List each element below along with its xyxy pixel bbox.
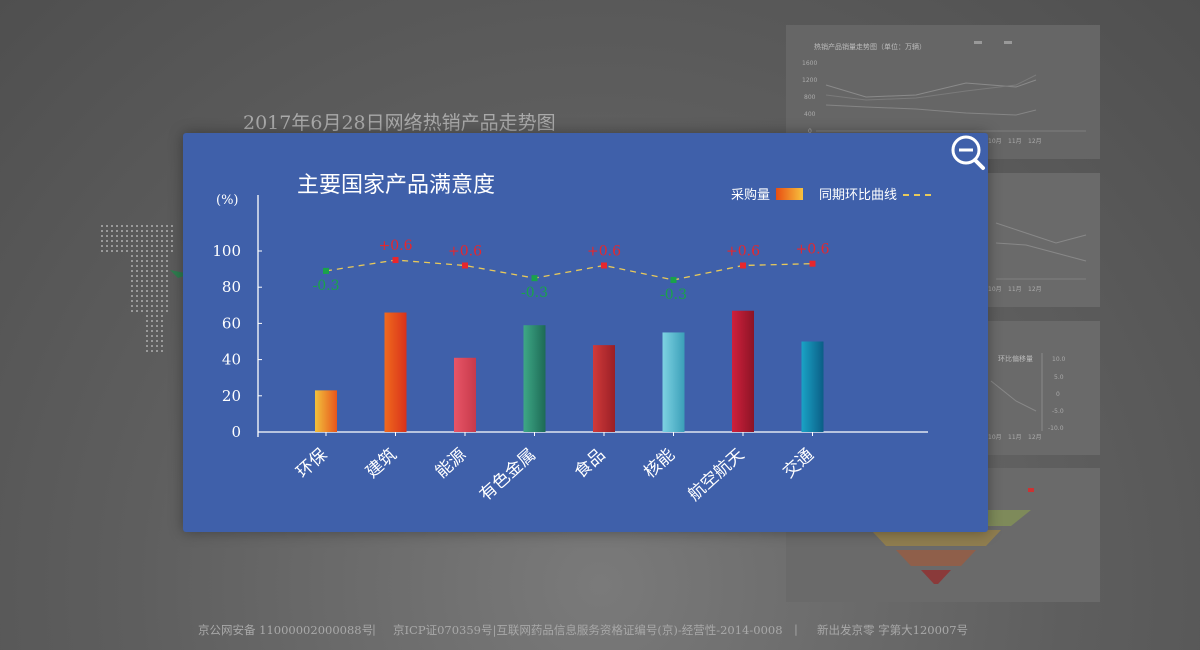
- line-data-label: -0.3: [660, 287, 687, 303]
- svg-text:11月: 11月: [1008, 138, 1022, 145]
- line-point[interactable]: [809, 260, 816, 267]
- y-tick-label: 0: [231, 423, 241, 441]
- y-tick-label: 80: [222, 278, 241, 296]
- zoom-out-icon[interactable]: [948, 133, 988, 171]
- svg-text:10月: 10月: [988, 286, 1002, 293]
- line-data-label: +0.6: [587, 243, 621, 259]
- x-tick-label: 能源: [432, 445, 471, 483]
- line-point[interactable]: [670, 276, 677, 283]
- svg-text:11月: 11月: [1008, 286, 1022, 293]
- legend-line-label: 同期环比曲线: [819, 188, 898, 203]
- legend-bar: 采购量: [731, 184, 804, 203]
- footer-publish-license: 新出发京零 字第大120007号: [817, 623, 969, 637]
- y-tick-label: 20: [222, 387, 241, 405]
- line-point[interactable]: [531, 275, 538, 282]
- bar-能源[interactable]: [454, 357, 476, 432]
- svg-text:0: 0: [808, 128, 812, 135]
- x-tick-label: 交通: [779, 445, 818, 483]
- line-point[interactable]: [601, 262, 607, 269]
- bar-建筑[interactable]: [384, 312, 407, 432]
- line-data-label: +0.6: [796, 242, 830, 258]
- line-series-path: [325, 259, 813, 281]
- footer-police-record: 京公网安备 11000002000088号: [198, 623, 374, 637]
- legend-bar-label: 采购量: [731, 188, 771, 203]
- svg-text:5.0: 5.0: [1054, 374, 1064, 381]
- svg-text:1600: 1600: [802, 60, 817, 67]
- dot-map: [101, 225, 190, 352]
- legend-bar-swatch: [776, 187, 804, 200]
- line-point[interactable]: [323, 267, 329, 274]
- footer-separator: |: [372, 622, 376, 636]
- bar-食品[interactable]: [593, 345, 615, 432]
- svg-text:400: 400: [804, 111, 816, 118]
- background-page-title: 2017年6月28日网络热销产品走势图: [243, 112, 556, 134]
- svg-text:10月: 10月: [988, 434, 1002, 441]
- y-tick-label: 40: [222, 351, 241, 369]
- line-data-label: +0.6: [726, 243, 760, 259]
- legend-line: 同期环比曲线: [819, 184, 932, 203]
- x-tick-label: 航空航天: [684, 445, 748, 505]
- chart-modal: 主要国家产品满意度 (%) 采购量 同期环比曲线 0 20 40 60 80 100 环保…: [183, 133, 988, 532]
- bar-航空航天[interactable]: [732, 310, 754, 432]
- line-point[interactable]: [392, 257, 399, 264]
- bar-环保[interactable]: [315, 390, 337, 432]
- line-data-label: -0.3: [521, 285, 548, 301]
- y-tick-label: 60: [222, 314, 241, 332]
- chart-svg: 0 20 40 60 80 100 环保 建筑 能源 有色金属 食品 核能 航空航天 交通 -0.3 +0.…: [212, 195, 928, 505]
- svg-text:11月: 11月: [1008, 434, 1022, 441]
- svg-text:-10.0: -10.0: [1048, 425, 1064, 432]
- svg-text:12月: 12月: [1028, 138, 1042, 145]
- legend-line-swatch: [903, 194, 932, 196]
- chart-title: 主要国家产品满意度: [297, 173, 496, 198]
- svg-text:800: 800: [804, 94, 816, 101]
- bar-有色金属[interactable]: [523, 325, 546, 432]
- line-point[interactable]: [462, 262, 468, 269]
- svg-text:12月: 12月: [1028, 434, 1042, 441]
- y-axis-unit: (%): [216, 193, 239, 208]
- line-data-label: -0.3: [313, 278, 340, 294]
- bar-核能[interactable]: [662, 332, 685, 432]
- svg-text:10月: 10月: [988, 138, 1002, 145]
- svg-text:-5.0: -5.0: [1052, 408, 1064, 415]
- x-tick-label: 核能: [640, 445, 679, 483]
- footer-icp-license: 京ICP证070359号|互联网药品信息服务资格证编号(京)-经营性-2014-…: [393, 623, 783, 637]
- svg-text:1200: 1200: [802, 77, 817, 84]
- svg-text:12月: 12月: [1028, 286, 1042, 293]
- bar-交通[interactable]: [801, 341, 824, 433]
- x-tick-label: 食品: [571, 445, 610, 483]
- bg-panel-title: 热销产品销量走势图（单位：万辆）: [814, 42, 926, 51]
- svg-text:0: 0: [1056, 391, 1060, 398]
- svg-text:环比偏移量: 环比偏移量: [998, 354, 1033, 363]
- x-tick-label: 环保: [293, 445, 332, 483]
- footer-separator: |: [794, 622, 798, 636]
- x-tick-label: 有色金属: [476, 445, 540, 505]
- y-tick-label: 100: [212, 242, 241, 260]
- line-data-label: +0.6: [379, 238, 413, 254]
- x-tick-label: 建筑: [362, 445, 401, 483]
- svg-text:10.0: 10.0: [1052, 356, 1066, 363]
- line-point[interactable]: [740, 262, 746, 269]
- line-data-label: +0.6: [448, 243, 482, 259]
